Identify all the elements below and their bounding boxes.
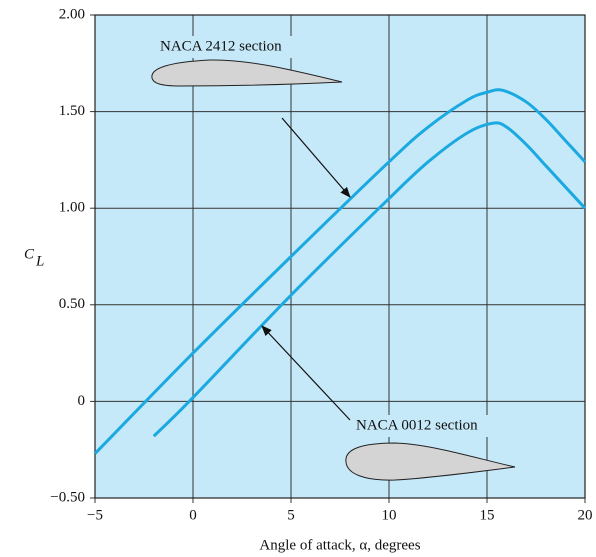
x-tick-label: 15 <box>480 507 495 523</box>
y-tick-label: 0 <box>78 393 86 409</box>
arrow <box>281 117 351 198</box>
x-axis-label: Angle of attack, α, degrees <box>259 537 420 553</box>
y-axis-label-sub: L <box>35 253 44 269</box>
y-tick-label: 1.50 <box>59 103 85 119</box>
line-series <box>152 121 587 438</box>
y-tick-label: 2.00 <box>59 6 85 22</box>
line-series <box>93 88 587 455</box>
plot-frame <box>94 14 586 499</box>
x-tick-label: 20 <box>578 507 593 523</box>
x-tick-label: 5 <box>287 507 295 523</box>
annotation: NACA 2412 section <box>160 38 282 54</box>
x-tick-label: 0 <box>189 507 197 523</box>
airfoil <box>151 59 343 87</box>
y-tick-label: 0.50 <box>59 296 85 312</box>
label-bg <box>352 415 522 437</box>
label-bg <box>155 36 295 58</box>
y-axis-label: C <box>24 246 35 262</box>
plot-area <box>90 14 587 503</box>
y-tick-label: 1.00 <box>59 200 85 216</box>
x-tick-label: 10 <box>382 507 397 523</box>
annotation: NACA 0012 section <box>356 417 478 433</box>
x-tick-label: −5 <box>87 507 103 523</box>
airfoil <box>345 442 516 481</box>
arrow <box>261 325 351 421</box>
y-tick-label: −0.50 <box>50 489 85 505</box>
